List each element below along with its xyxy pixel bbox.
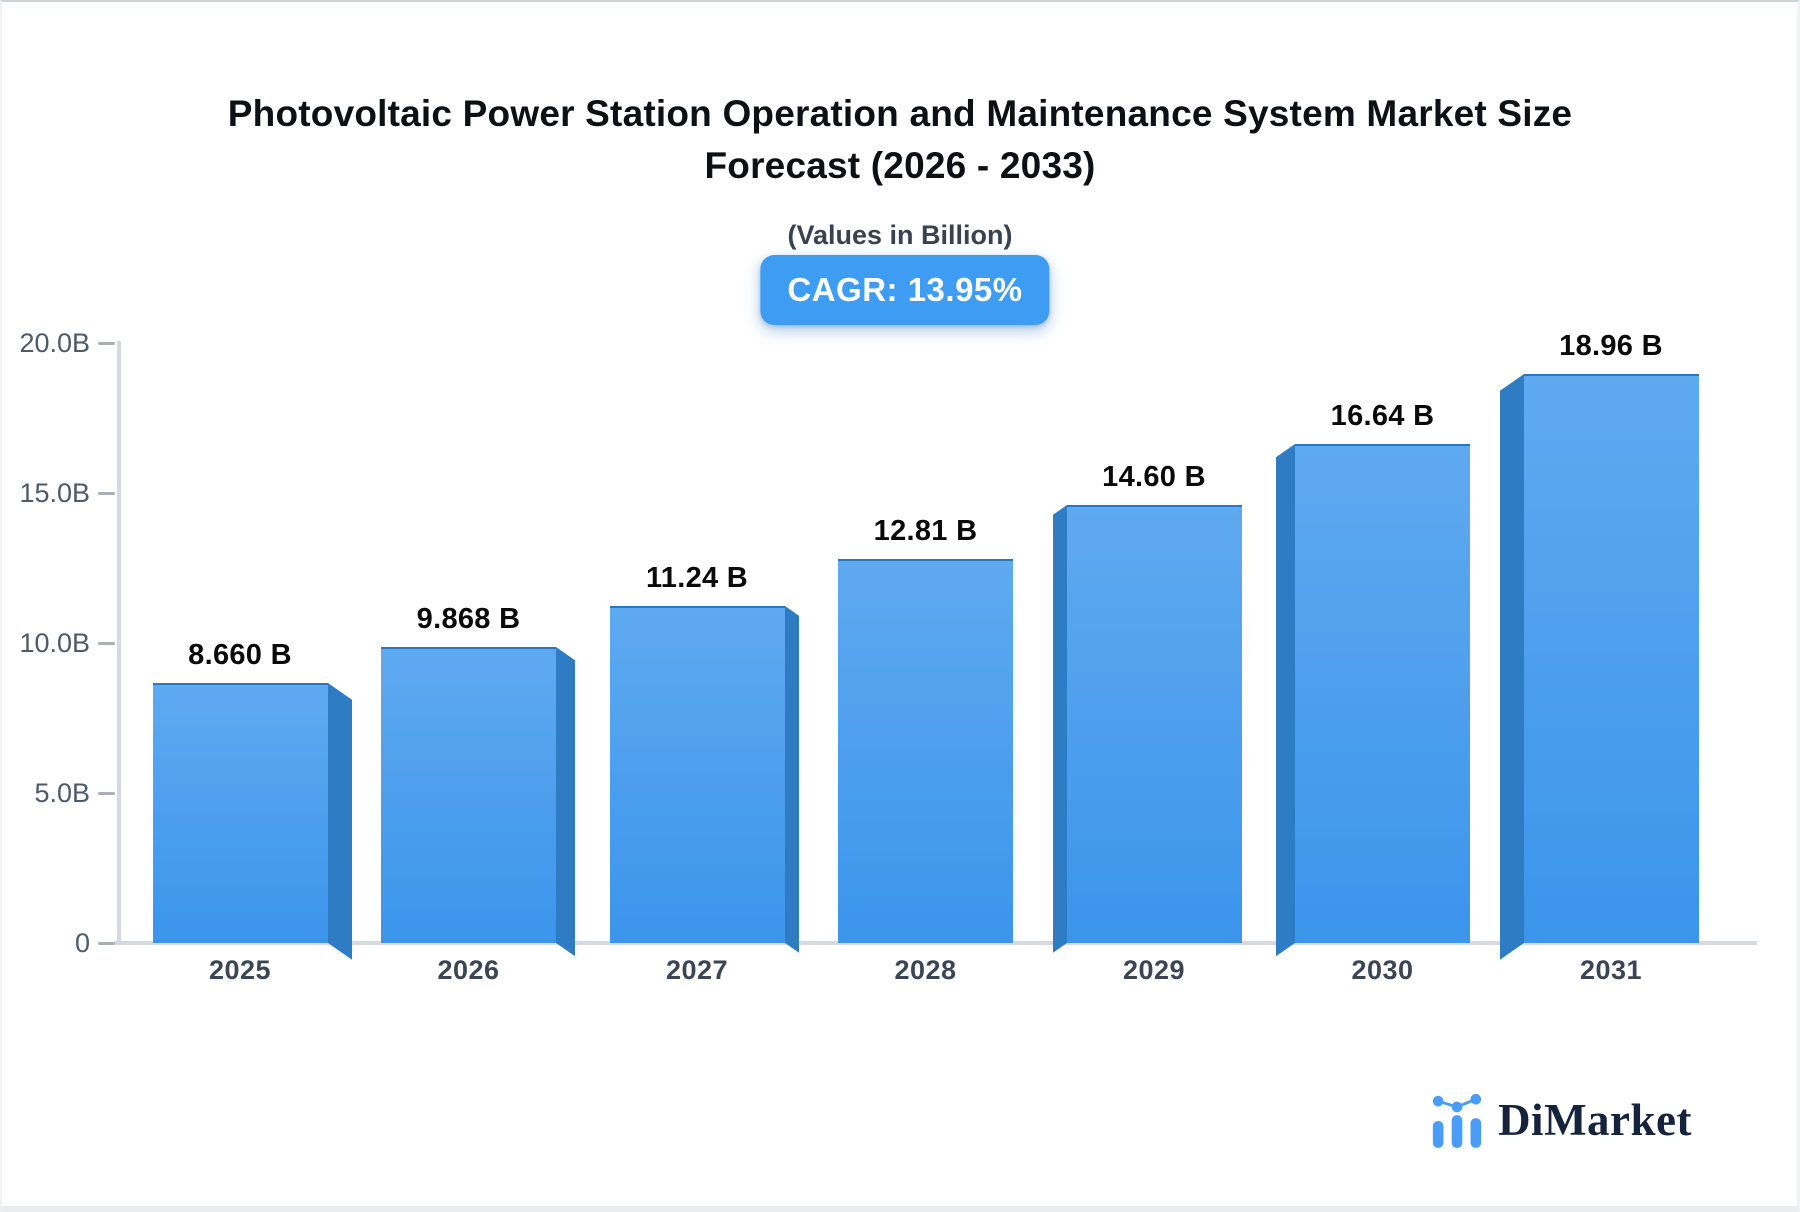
x-axis-label-2030: 2030 <box>1351 955 1414 985</box>
y-tick-label-5.0B: 5.0B <box>34 778 90 808</box>
bar-2025 <box>152 683 328 943</box>
bar-2029 <box>1066 505 1242 943</box>
y-axis-line <box>117 341 121 945</box>
bar-side-2031 <box>1499 374 1524 960</box>
bar-2028 <box>838 558 1013 943</box>
value-label-2030: 16.64 B <box>1330 399 1435 432</box>
y-tick-mark-10.0B <box>98 642 115 645</box>
y-tick-mark-15.0B <box>98 492 115 495</box>
x-axis-label-2027: 2027 <box>665 955 729 985</box>
x-axis-label-2028: 2028 <box>894 955 957 985</box>
value-label-2026: 9.868 B <box>416 602 521 635</box>
x-axis-label-2031: 2031 <box>1579 955 1643 985</box>
bar-side-2027 <box>784 605 799 953</box>
y-tick-mark-5.0B <box>98 792 115 795</box>
bar-side-2029 <box>1052 505 1067 953</box>
bar-side-2030 <box>1276 443 1295 957</box>
y-tick-mark-20.0B <box>98 342 115 345</box>
value-label-2025: 8.660 B <box>188 639 292 672</box>
value-label-2029: 14.60 B <box>1102 461 1206 493</box>
dimarket-logo-icon <box>1432 1093 1482 1148</box>
bar-2027 <box>609 605 785 943</box>
value-label-2027: 11.24 B <box>645 561 749 594</box>
y-tick-label-0: 0 <box>74 928 90 958</box>
chart-subtitle: (Values in Billion) <box>787 220 1013 250</box>
y-tick-label-15.0B: 15.0B <box>19 478 90 508</box>
x-axis-label-2025: 2025 <box>208 955 272 985</box>
x-axis-line <box>114 941 1757 945</box>
bar-2031 <box>1523 374 1699 943</box>
cagr-badge: CAGR: 13.95% <box>760 255 1050 325</box>
chart-title-line2: Forecast (2026 - 2033) <box>704 145 1096 186</box>
value-label-2028: 12.81 B <box>873 514 978 547</box>
y-tick-label-20.0B: 20.0B <box>19 328 90 358</box>
value-label-2031: 18.96 B <box>1559 330 1663 363</box>
dimarket-logo-text: DiMarket <box>1498 1095 1692 1145</box>
x-axis-label-2029: 2029 <box>1122 955 1186 985</box>
chart-title-line1: Photovoltaic Power Station Operation and… <box>227 93 1573 134</box>
bar-2030 <box>1295 443 1470 943</box>
bar-side-2025 <box>327 683 352 960</box>
y-tick-mark-0 <box>98 942 115 945</box>
y-tick-label-10.0B: 10.0B <box>19 628 90 658</box>
chart-title: Photovoltaic Power Station Operation and… <box>0 88 1800 192</box>
bar-2026 <box>381 646 556 943</box>
x-axis-label-2026: 2026 <box>437 955 500 985</box>
dimarket-logo: DiMarket <box>1429 1092 1692 1148</box>
bar-side-2026 <box>556 646 575 957</box>
